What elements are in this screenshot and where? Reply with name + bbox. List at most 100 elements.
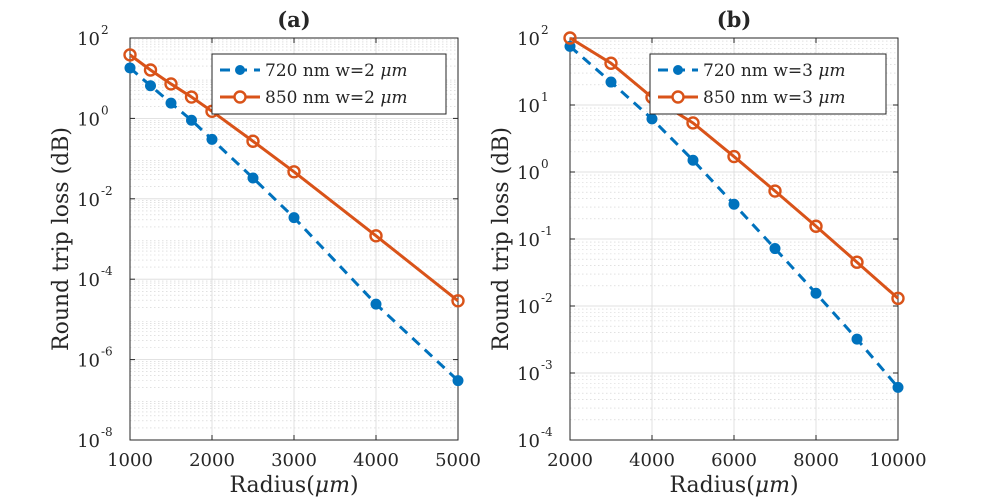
- legend-label-text: 850 nm w=2: [265, 88, 380, 108]
- legend-marker: [673, 65, 683, 75]
- data-point: [686, 116, 700, 130]
- data-point: [768, 184, 782, 198]
- y-tick-exponent: -3: [541, 358, 553, 372]
- y-tick-exponent: 2: [541, 23, 549, 37]
- legend-label-unit: μm: [380, 61, 407, 81]
- data-point: [164, 77, 178, 91]
- y-tick-label: 10: [517, 163, 540, 184]
- data-point: [810, 287, 822, 299]
- y-tick-label: 10: [77, 109, 100, 130]
- legend-marker: [233, 90, 247, 104]
- y-axis-title: Round trip loss (dB): [49, 127, 74, 351]
- x-axis-title-close: ): [350, 473, 359, 498]
- y-tick-label: 10: [77, 270, 100, 291]
- y-tick-exponent: 0: [101, 103, 109, 117]
- data-point: [145, 80, 156, 92]
- data-point: [892, 381, 904, 393]
- x-axis-title: Radius(μm): [229, 473, 358, 498]
- data-point: [850, 255, 864, 269]
- y-tick-label: 10: [77, 190, 100, 211]
- legend-label-text: 720 nm w=3: [703, 61, 818, 81]
- y-axis-title: Round trip loss (dB): [489, 127, 514, 351]
- legend-label-unit: μm: [380, 88, 407, 108]
- data-point: [246, 134, 260, 148]
- x-tick-label: 2000: [189, 450, 235, 471]
- data-point: [186, 114, 197, 126]
- legend-label: 720 nm w=3 μm: [703, 61, 846, 81]
- series-720nm: [564, 40, 904, 393]
- data-point: [124, 62, 136, 74]
- x-axis-title-unit: μm: [755, 473, 790, 498]
- y-tick-exponent: 0: [541, 157, 549, 171]
- y-tick-exponent: -2: [541, 291, 553, 305]
- data-point: [370, 298, 382, 310]
- data-point: [728, 198, 740, 210]
- x-tick-label: 3000: [271, 450, 317, 471]
- data-point: [184, 90, 199, 104]
- data-point: [369, 229, 383, 243]
- y-tick-exponent: 1: [541, 90, 549, 104]
- data-point: [769, 243, 781, 255]
- legend-label-unit: μm: [818, 88, 845, 108]
- y-tick-label: 10: [517, 431, 540, 452]
- data-point: [143, 63, 158, 77]
- data-point: [247, 172, 259, 184]
- x-tick-label: 2000: [547, 450, 593, 471]
- legend-label-text: 850 nm w=3: [703, 88, 818, 108]
- y-tick-exponent: -8: [101, 425, 113, 439]
- series-line: [569, 36, 899, 300]
- data-point: [605, 76, 617, 88]
- x-tick-label: 8000: [793, 450, 839, 471]
- y-tick-exponent: -2: [101, 184, 113, 198]
- x-tick-label: 1000: [107, 450, 153, 471]
- x-axis-title-text: Radius(: [229, 473, 314, 498]
- y-tick-label: 10: [77, 29, 100, 50]
- data-point: [287, 165, 301, 179]
- tick-marks: [129, 37, 459, 441]
- data-point: [451, 294, 465, 308]
- data-point: [809, 219, 823, 233]
- legend-label-unit: μm: [818, 61, 845, 81]
- x-tick-label: 4000: [629, 450, 675, 471]
- data-point: [851, 333, 863, 345]
- x-tick-label: 4000: [353, 450, 399, 471]
- legend-label: 720 nm w=2 μm: [265, 61, 408, 81]
- y-tick-exponent: -4: [541, 425, 553, 439]
- legend-label-text: 720 nm w=2: [265, 61, 380, 81]
- x-tick-label: 10000: [869, 450, 926, 471]
- legend-label: 850 nm w=2 μm: [265, 88, 408, 108]
- y-tick-label: 10: [517, 96, 540, 117]
- y-tick-label: 10: [517, 297, 540, 318]
- y-tick-label: 10: [77, 351, 100, 372]
- x-axis-title: Radius(μm): [669, 473, 798, 498]
- data-point: [206, 133, 218, 145]
- data-point: [288, 212, 300, 224]
- y-tick-label: 10: [517, 29, 540, 50]
- data-point: [452, 375, 464, 387]
- data-point: [165, 97, 177, 109]
- y-tick-label: 10: [517, 230, 540, 251]
- y-tick-exponent: -4: [101, 264, 113, 278]
- legend-marker: [235, 65, 245, 75]
- data-point: [563, 31, 577, 45]
- data-point: [123, 48, 137, 62]
- y-tick-label: 10: [517, 364, 540, 385]
- data-point: [604, 56, 618, 70]
- data-point: [727, 149, 741, 164]
- y-tick-exponent: -1: [541, 224, 553, 238]
- legend-box: [649, 53, 887, 115]
- legend-label: 850 nm w=3 μm: [703, 88, 846, 108]
- x-axis-title-unit: μm: [315, 473, 350, 498]
- x-axis-title-text: Radius(: [669, 473, 754, 498]
- y-tick-exponent: 2: [101, 23, 109, 37]
- legend-box: [211, 53, 447, 115]
- x-axis-title-close: ): [790, 473, 799, 498]
- panel-title: (a): [277, 7, 310, 32]
- x-tick-label: 5000: [435, 450, 481, 471]
- data-point: [687, 154, 699, 166]
